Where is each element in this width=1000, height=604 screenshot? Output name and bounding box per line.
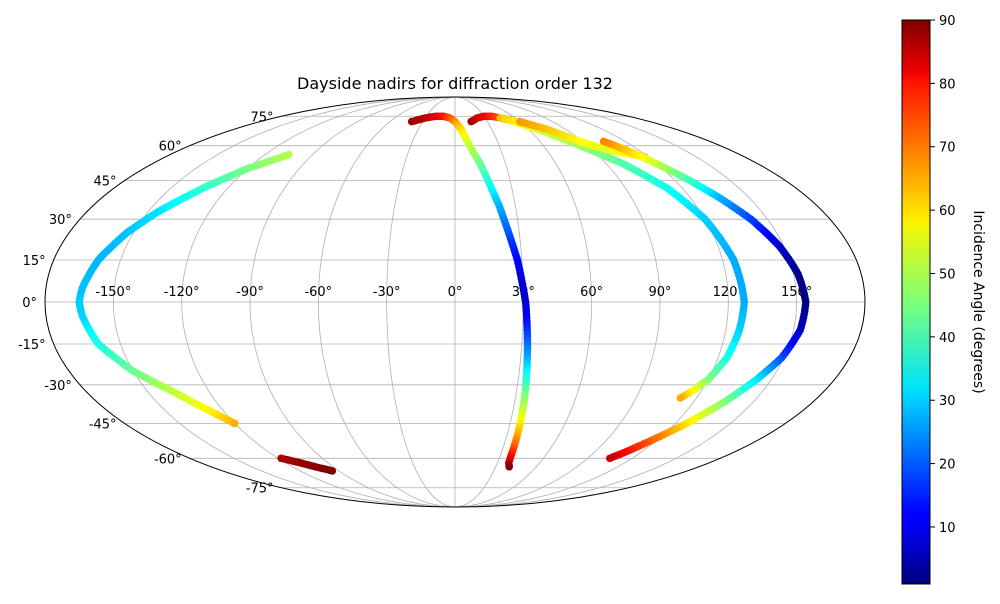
data-point xyxy=(505,463,513,471)
x-tick-labels: -150°-120°-90°-60°-30°0°30°60°90°120°150… xyxy=(95,285,812,300)
x-tick-label: -30° xyxy=(373,285,401,300)
y-tick-label: -15° xyxy=(18,338,46,353)
colorbar-tick-label: 50 xyxy=(939,267,956,282)
colorbar-tick-label: 70 xyxy=(939,141,956,156)
y-tick-labels: -75° -60° -45° -30° -15° 0° 15° 30° 45° 60° 75° xyxy=(18,110,274,496)
x-tick-label: 90° xyxy=(648,285,671,300)
colorbar-ticks: 10 20 30 40 50 60 70 80 90 xyxy=(930,14,956,536)
data-point xyxy=(328,467,337,475)
colorbar-tick-label: 10 xyxy=(939,521,956,536)
colorbar-tick-label: 60 xyxy=(939,204,956,219)
x-tick-label: -120° xyxy=(164,285,200,300)
data-point xyxy=(676,394,685,402)
data-point xyxy=(606,454,614,463)
x-tick-label: 0° xyxy=(448,285,463,300)
y-tick-label: 15° xyxy=(23,254,46,269)
x-tick-label: 60° xyxy=(580,285,603,300)
y-tick-label: 30° xyxy=(49,213,72,228)
y-tick-label: 60° xyxy=(159,140,182,155)
colorbar-tick-label: 80 xyxy=(939,77,956,92)
colorbar-label: Incidence Angle (degrees) xyxy=(970,210,986,393)
y-tick-label: 45° xyxy=(94,175,117,190)
y-tick-label: -60° xyxy=(154,452,182,467)
chart-title: Dayside nadirs for diffraction order 132 xyxy=(297,74,613,93)
data-points xyxy=(75,112,810,475)
x-tick-label: -150° xyxy=(95,285,131,300)
y-tick-label: -45° xyxy=(89,417,117,432)
x-tick-label: -90° xyxy=(236,285,264,300)
y-tick-label: 0° xyxy=(22,296,37,311)
y-tick-label: 75° xyxy=(250,110,273,125)
colorbar-tick-label: 90 xyxy=(939,14,956,29)
y-tick-label: -30° xyxy=(44,379,72,394)
colorbar xyxy=(901,19,931,585)
y-tick-label: -75° xyxy=(246,482,274,497)
grid-layer xyxy=(45,97,865,507)
x-tick-label: 120° xyxy=(713,285,744,300)
x-tick-label: -60° xyxy=(304,285,332,300)
colorbar-tick-label: 30 xyxy=(939,394,956,409)
map-boundary xyxy=(44,96,866,508)
data-point xyxy=(285,150,293,159)
colorbar-tick-label: 20 xyxy=(939,458,956,473)
colorbar-tick-label: 40 xyxy=(939,331,956,346)
